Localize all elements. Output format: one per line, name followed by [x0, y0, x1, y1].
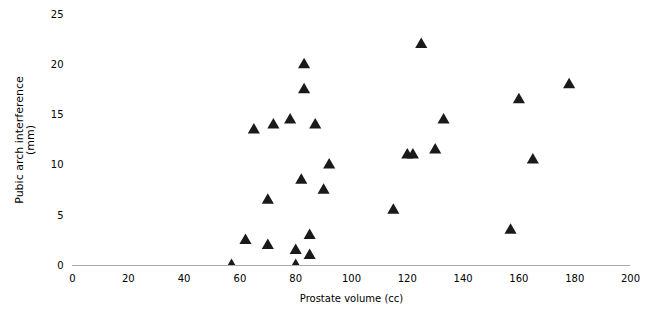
- svg-text:0: 0: [57, 260, 63, 271]
- svg-text:60: 60: [234, 273, 247, 284]
- svg-text:25: 25: [51, 9, 64, 20]
- svg-text:200: 200: [621, 273, 640, 284]
- svg-text:15: 15: [51, 109, 64, 120]
- svg-text:Prostate volume (cc): Prostate volume (cc): [300, 293, 403, 304]
- svg-text:Pubic arch interference(mm): Pubic arch interference(mm): [13, 76, 37, 204]
- svg-text:40: 40: [178, 273, 191, 284]
- svg-text:100: 100: [342, 273, 361, 284]
- svg-text:160: 160: [509, 273, 528, 284]
- svg-text:80: 80: [289, 273, 302, 284]
- svg-text:20: 20: [122, 273, 135, 284]
- svg-text:120: 120: [398, 273, 417, 284]
- svg-text:10: 10: [51, 159, 64, 170]
- svg-text:0: 0: [69, 273, 75, 284]
- svg-text:140: 140: [454, 273, 473, 284]
- svg-text:180: 180: [565, 273, 584, 284]
- svg-text:5: 5: [57, 210, 63, 221]
- svg-text:20: 20: [51, 59, 64, 70]
